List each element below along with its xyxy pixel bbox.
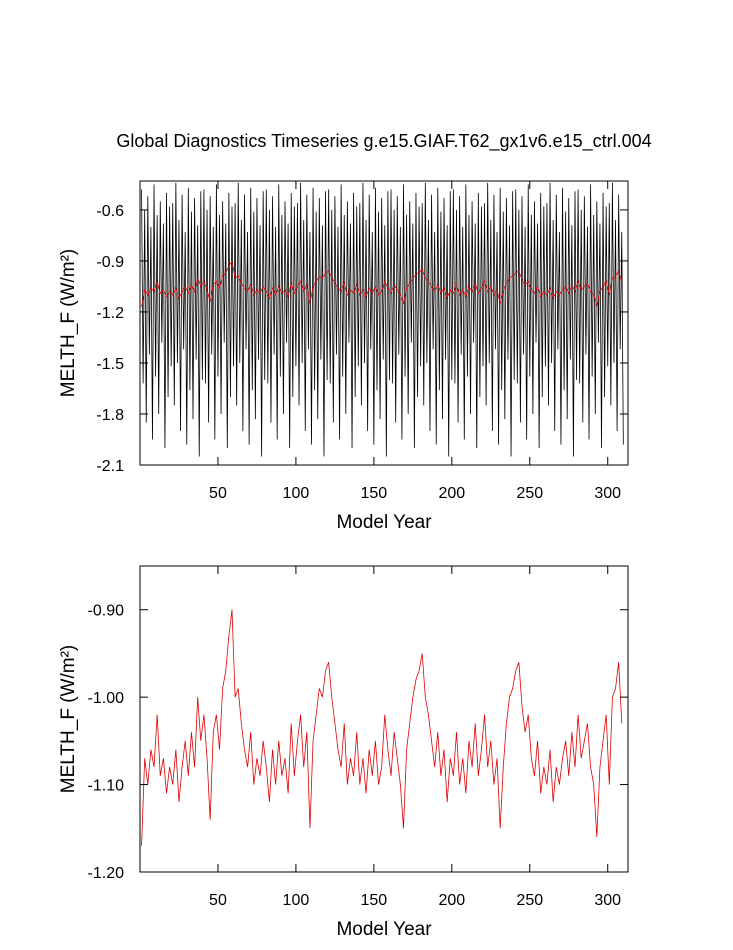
y-axis-title: MELTH_F (W/m²) [58,645,79,793]
x-tick-label: 300 [594,485,621,502]
x-tick-label: 150 [361,892,388,909]
plot-frame [139,180,629,466]
y-tick-label: -2.1 [96,458,124,475]
series-line [141,259,623,307]
x-tick-label: 250 [516,892,543,909]
plot-frame [139,565,629,873]
x-tick-label: 50 [209,485,227,502]
x-tick-label: 200 [438,485,465,502]
y-tick-label: -1.8 [96,407,124,424]
y-tick-label: -1.5 [96,356,124,373]
y-axis-title: MELTH_F (W/m²) [58,249,79,397]
y-tick-label: -0.90 [88,603,125,620]
y-tick-label: -1.00 [88,690,125,707]
y-tick-label: -1.2 [96,305,124,322]
plot-area [141,609,623,846]
plot-area [141,182,624,457]
x-tick-label: 100 [283,485,310,502]
x-axis-title: Model Year [336,919,432,940]
y-tick-label: -0.6 [96,203,124,220]
x-tick-label: 50 [209,892,227,909]
x-tick-label: 200 [438,892,465,909]
x-tick-label: 250 [516,485,543,502]
y-tick-label: -1.10 [88,778,125,795]
x-tick-label: 100 [283,892,310,909]
chart-title: Global Diagnostics Timeseries g.e15.GIAF… [116,131,651,152]
y-tick-label: -1.20 [88,865,125,882]
series-line [141,609,623,846]
y-tick-label: -0.9 [96,254,124,271]
x-tick-label: 150 [361,485,388,502]
x-axis-title: Model Year [336,512,432,533]
series-line [141,182,624,457]
x-tick-label: 300 [594,892,621,909]
